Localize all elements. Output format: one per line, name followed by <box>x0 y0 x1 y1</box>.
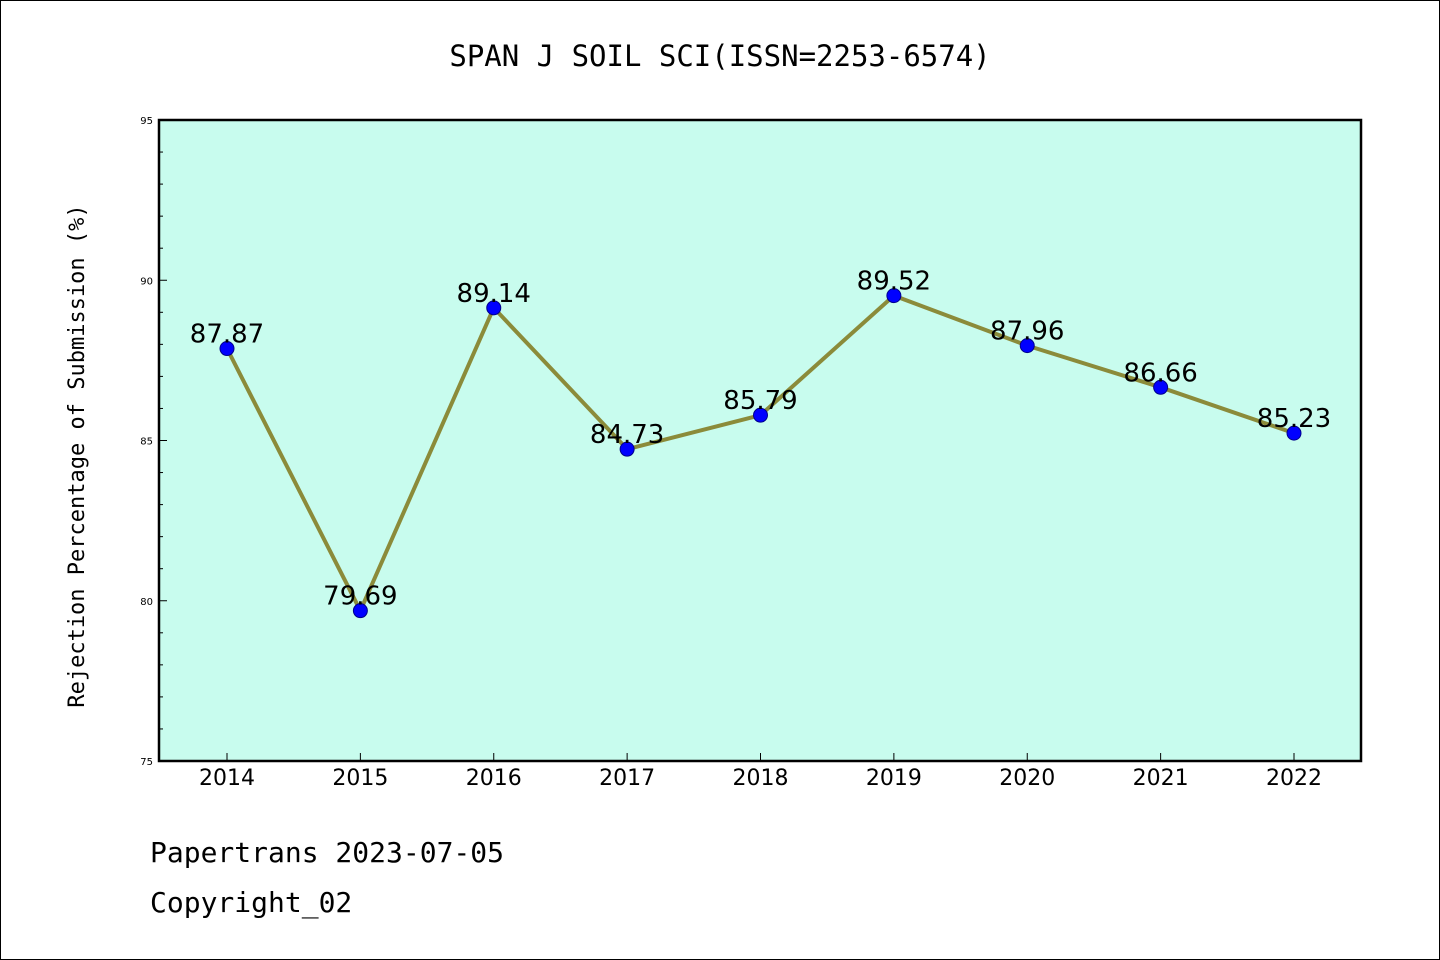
x-tick-label: 2015 <box>332 766 388 791</box>
data-point <box>352 603 368 619</box>
data-label: 87.96 <box>990 317 1064 347</box>
data-point <box>486 300 502 316</box>
footer-copyright-text: Copyright_02 <box>150 886 353 919</box>
x-tick-label: 2017 <box>599 766 655 791</box>
data-label: 89.52 <box>857 267 931 297</box>
footer-date-text: Papertrans 2023-07-05 <box>150 836 505 869</box>
x-tick-label: 2020 <box>999 766 1055 791</box>
y-tick-label: 85 <box>140 437 153 448</box>
x-axis-ticks: 2014 2015 2016 2017 2018 2019 2020 2021 2022 <box>199 753 1322 791</box>
data-label: 84.73 <box>590 420 664 450</box>
y-tick-label: 75 <box>140 757 153 768</box>
data-label: 85.79 <box>723 386 797 416</box>
data-point <box>1019 338 1035 354</box>
data-point <box>619 441 635 457</box>
data-label: 79.69 <box>323 582 397 612</box>
y-tick-label: 90 <box>140 276 153 287</box>
x-tick-label: 2016 <box>466 766 522 791</box>
data-label: 87.87 <box>190 320 264 350</box>
x-tick-label: 2021 <box>1133 766 1189 791</box>
data-label: 89.14 <box>457 279 531 309</box>
x-tick-label: 2019 <box>866 766 922 791</box>
data-point <box>886 288 902 304</box>
plot-area <box>157 118 1363 763</box>
data-labels: 87.87 79.69 89.14 84.73 85.79 89.52 87.96 86.66… <box>190 267 1331 612</box>
data-point <box>1153 379 1169 395</box>
x-tick-label: 2018 <box>733 766 789 791</box>
y-axis-ticks: 75 80 85 90 95 <box>140 116 167 768</box>
chart-title: SPAN J SOIL SCI(ISSN=2253-6574) <box>449 39 990 73</box>
y-tick-label: 80 <box>140 597 153 608</box>
x-tick-label: 2022 <box>1266 766 1322 791</box>
data-label: 85.23 <box>1257 404 1331 434</box>
y-axis-label: Rejection Percentage of Submission (%) <box>65 204 90 707</box>
data-point <box>1286 425 1302 441</box>
series-layer <box>219 288 1302 619</box>
y-tick-label: 95 <box>140 116 153 127</box>
data-point <box>753 407 768 423</box>
data-point <box>219 341 235 357</box>
x-tick-label: 2014 <box>199 766 255 791</box>
data-label: 86.66 <box>1123 358 1197 388</box>
